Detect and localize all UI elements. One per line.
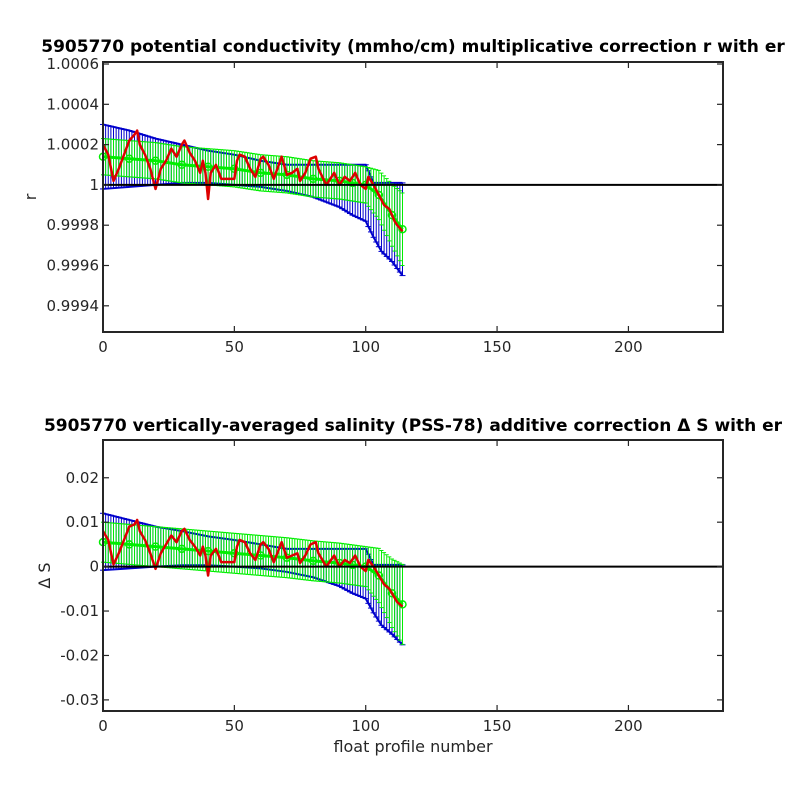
y-axis-label: r: [21, 193, 40, 200]
x-tick-label: 50: [225, 338, 244, 356]
x-tick-label: 0: [98, 717, 108, 735]
mapped-point: [398, 224, 407, 234]
chart-panel-2: 5905770 vertically-averaged salinity (PS…: [35, 416, 783, 756]
x-tick-label: 200: [614, 717, 643, 735]
chart-title: 5905770 vertically-averaged salinity (PS…: [44, 416, 783, 436]
mapped-point: [374, 190, 384, 200]
x-tick-label: 50: [225, 717, 244, 735]
chart-panel-1: 5905770 potential conductivity (mmho/cm)…: [21, 37, 785, 356]
axes-frame: [102, 439, 724, 712]
y-tick-label: 0.02: [66, 469, 99, 487]
raw-line: [101, 518, 404, 608]
mapped-point: [374, 571, 384, 580]
y-tick-label: 0.9996: [47, 257, 100, 275]
y-tick-label: 0.9994: [47, 297, 100, 315]
raw-line: [101, 129, 404, 233]
mapped-point: [151, 156, 160, 165]
y-tick-label: -0.01: [60, 602, 99, 620]
x-tick-label: 200: [614, 338, 643, 356]
y-axis-label: Δ S: [35, 562, 54, 588]
y-tick-label: 1.0006: [47, 55, 100, 73]
x-axis-label: float profile number: [333, 737, 493, 756]
mapped-point: [387, 210, 397, 220]
chart-title: 5905770 potential conductivity (mmho/cm)…: [41, 37, 785, 57]
y-tick-label: 1.0002: [47, 136, 100, 154]
y-tick-label: 1: [89, 176, 99, 194]
x-tick-label: 150: [483, 338, 512, 356]
x-tick-label: 0: [98, 338, 108, 356]
mapped-point: [177, 160, 187, 170]
mapped-point: [387, 589, 397, 598]
error-bars: [100, 512, 406, 646]
mapped-point: [151, 542, 160, 551]
mapped-point: [348, 178, 357, 188]
y-tick-label: 0.9998: [47, 216, 100, 234]
axes-frame: [102, 61, 724, 333]
x-tick-label: 100: [351, 717, 380, 735]
mapped-point: [125, 540, 134, 549]
mapped-point: [125, 154, 134, 163]
y-tick-label: 0: [89, 558, 99, 576]
y-tick-label: 1.0004: [47, 95, 100, 113]
x-tick-label: 100: [351, 338, 380, 356]
y-tick-label: 0.01: [66, 513, 99, 531]
y-tick-label: -0.03: [60, 691, 99, 709]
error-bars: [100, 123, 406, 277]
y-tick-label: -0.02: [60, 646, 99, 664]
mapped-point: [308, 174, 318, 184]
mapped-point: [177, 544, 187, 554]
x-tick-label: 150: [483, 717, 512, 735]
mapped-point: [308, 556, 318, 566]
